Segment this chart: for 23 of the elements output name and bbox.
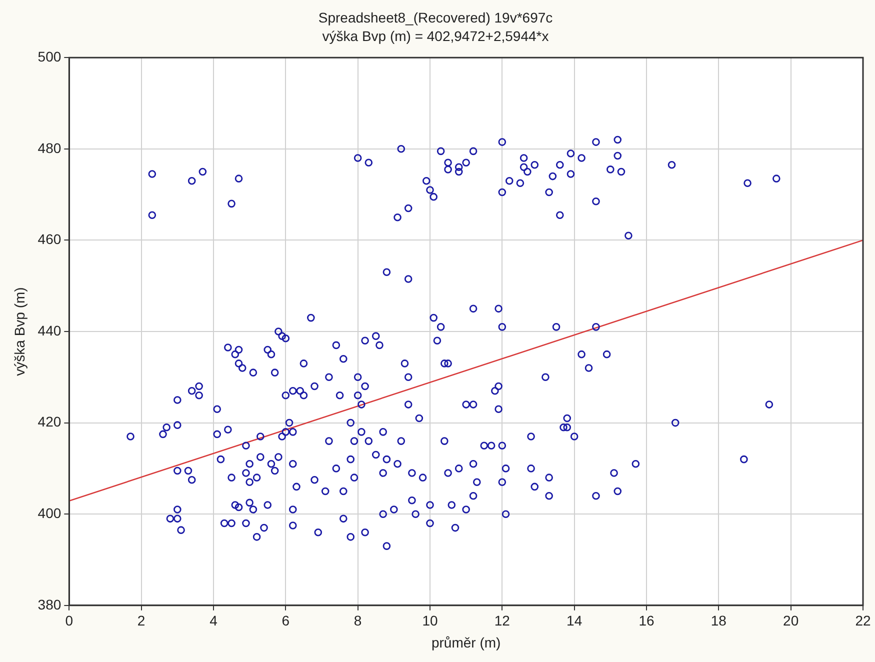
x-tick-label: 22 xyxy=(855,612,871,629)
x-tick-label: 0 xyxy=(65,612,74,629)
x-tick-label: 18 xyxy=(710,612,727,629)
y-axis-title: výška Bvp (m) xyxy=(11,287,28,376)
chart-title: Spreadsheet8_(Recovered) 19v*697c xyxy=(318,9,553,26)
y-tick-label: 440 xyxy=(38,322,62,338)
x-tick-label: 14 xyxy=(566,612,582,629)
y-tick-label: 420 xyxy=(38,414,62,430)
x-tick-label: 6 xyxy=(282,612,290,629)
x-tick-label: 8 xyxy=(354,612,362,629)
x-axis-title: průměr (m) xyxy=(431,634,501,650)
y-tick-label: 480 xyxy=(38,140,62,156)
y-tick-label: 380 xyxy=(38,596,62,612)
chart-subtitle: výška Bvp (m) = 402,9472+2,5944*x xyxy=(322,28,549,44)
y-tick-label: 400 xyxy=(38,504,62,521)
y-tick-label: 500 xyxy=(38,48,62,64)
y-tick-label: 460 xyxy=(38,231,62,248)
x-tick-label: 12 xyxy=(494,612,510,629)
x-tick-label: 4 xyxy=(210,612,218,629)
x-tick-label: 20 xyxy=(783,612,799,629)
x-tick-label: 16 xyxy=(638,612,654,629)
x-tick-label: 2 xyxy=(137,612,146,629)
x-tick-label: 10 xyxy=(422,612,438,629)
